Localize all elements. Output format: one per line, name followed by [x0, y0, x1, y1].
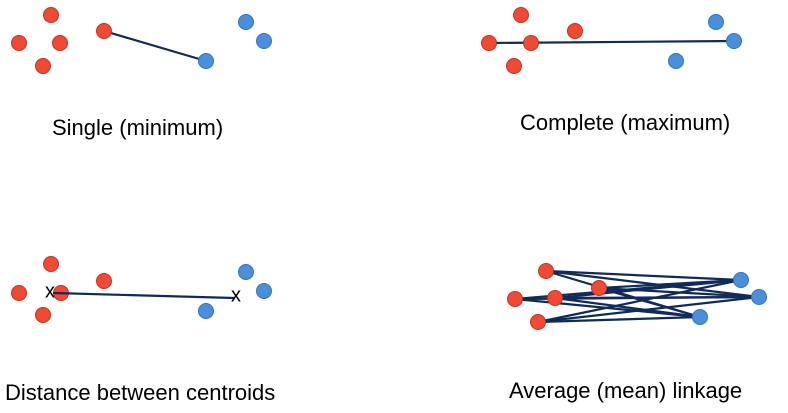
- pairwise-line: [597, 286, 702, 319]
- red-cluster-point: [35, 307, 51, 323]
- blue-cluster-point: [238, 264, 254, 280]
- pairwise-line: [544, 269, 743, 282]
- pairwise-line: [553, 278, 743, 300]
- red-cluster-point: [35, 58, 51, 74]
- complete-linkage-panel: [481, 7, 742, 74]
- blue-cluster-point: [751, 289, 767, 305]
- red-cluster-point: [481, 35, 497, 51]
- centroid-distance-line: [52, 291, 236, 300]
- red-cluster-point: [567, 23, 583, 39]
- pairwise-line: [536, 278, 743, 324]
- single-linkage-panel: [11, 7, 272, 74]
- red-cluster-point: [538, 263, 554, 279]
- pairwise-line: [536, 295, 761, 324]
- pairwise-line: [597, 278, 743, 290]
- centroid-marker: x: [231, 284, 241, 306]
- blue-cluster-point: [733, 272, 749, 288]
- red-cluster-point: [506, 58, 522, 74]
- closest-pair-line: [102, 29, 208, 63]
- blue-cluster-point: [708, 14, 724, 30]
- red-cluster-point: [547, 290, 563, 306]
- red-cluster-point: [52, 35, 68, 51]
- complete-linkage-caption: Complete (maximum): [520, 110, 731, 135]
- red-cluster-point: [11, 285, 27, 301]
- average-linkage-panel: [507, 263, 767, 330]
- average-linkage-caption: Average (mean) linkage: [509, 378, 743, 403]
- blue-cluster-point: [238, 14, 254, 30]
- red-cluster-point: [513, 7, 529, 23]
- blue-cluster-point: [256, 33, 272, 49]
- pairwise-line: [553, 296, 702, 319]
- blue-cluster-point: [668, 53, 684, 69]
- red-cluster-point: [43, 256, 59, 272]
- blue-cluster-point: [256, 283, 272, 299]
- red-cluster-point: [43, 7, 59, 23]
- red-cluster-point: [96, 273, 112, 289]
- red-cluster-point: [96, 23, 112, 39]
- blue-cluster-point: [726, 33, 742, 49]
- red-cluster-point: [523, 35, 539, 51]
- red-cluster-point: [507, 291, 523, 307]
- centroid-marker: x: [45, 280, 55, 302]
- pairwise-line: [536, 315, 702, 324]
- single-linkage-caption: Single (minimum): [52, 115, 224, 140]
- blue-cluster-point: [198, 303, 214, 319]
- red-cluster-point: [11, 35, 27, 51]
- red-cluster-point: [591, 280, 607, 296]
- red-cluster-point: [530, 314, 546, 330]
- centroid-linkage-caption: Distance between centroids: [5, 380, 276, 405]
- blue-cluster-point: [692, 309, 708, 325]
- blue-cluster-point: [198, 53, 214, 69]
